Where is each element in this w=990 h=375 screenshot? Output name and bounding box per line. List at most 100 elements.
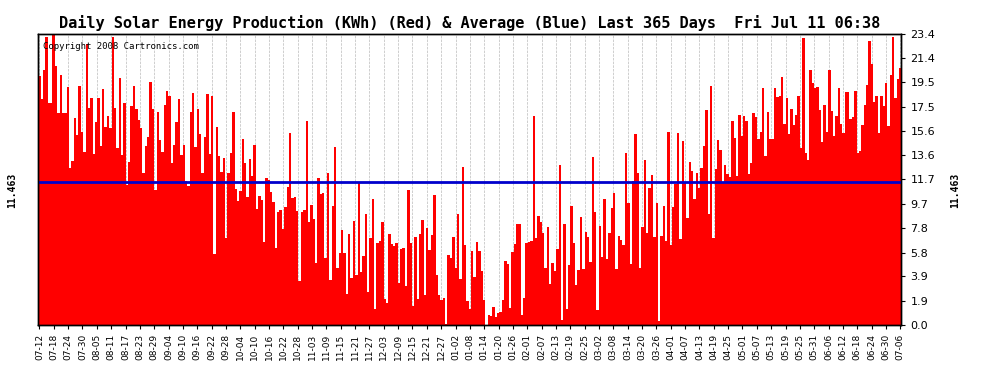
Bar [260, 200, 263, 325]
Bar [97, 98, 100, 325]
Bar [393, 246, 395, 325]
Bar [379, 241, 381, 325]
Bar [112, 37, 114, 325]
Bar [298, 281, 301, 325]
Bar [279, 210, 282, 325]
Bar [604, 199, 606, 325]
Bar [878, 133, 880, 325]
Bar [715, 169, 717, 325]
Text: 11.463: 11.463 [950, 173, 960, 208]
Bar [291, 198, 294, 325]
Bar [221, 171, 223, 325]
Bar [52, 36, 54, 325]
Bar [838, 88, 840, 325]
Bar [568, 265, 570, 325]
Bar [854, 91, 856, 325]
Bar [724, 165, 727, 325]
Bar [136, 109, 138, 325]
Bar [788, 134, 790, 325]
Bar [265, 178, 267, 325]
Bar [107, 116, 109, 325]
Bar [211, 96, 213, 325]
Bar [504, 261, 507, 325]
Bar [206, 94, 209, 325]
Bar [497, 314, 499, 325]
Bar [540, 222, 542, 325]
Bar [795, 116, 797, 325]
Bar [693, 199, 696, 325]
Bar [248, 159, 251, 325]
Bar [403, 248, 405, 325]
Bar [635, 134, 637, 325]
Bar [148, 137, 149, 325]
Bar [341, 230, 344, 325]
Bar [627, 202, 630, 325]
Bar [360, 272, 362, 325]
Bar [334, 147, 337, 325]
Bar [242, 140, 244, 325]
Bar [608, 232, 611, 325]
Bar [847, 92, 849, 325]
Bar [781, 77, 783, 325]
Bar [573, 243, 575, 325]
Bar [528, 242, 531, 325]
Bar [476, 242, 478, 325]
Bar [105, 127, 107, 325]
Bar [50, 103, 52, 325]
Bar [625, 153, 627, 325]
Bar [587, 237, 589, 325]
Bar [739, 115, 741, 325]
Bar [805, 153, 807, 325]
Bar [149, 82, 151, 325]
Bar [294, 197, 296, 325]
Bar [698, 188, 701, 325]
Bar [303, 210, 306, 325]
Bar [339, 253, 341, 325]
Bar [861, 125, 863, 325]
Bar [840, 124, 842, 325]
Bar [473, 278, 476, 325]
Bar [516, 224, 519, 325]
Bar [438, 295, 441, 325]
Bar [201, 173, 204, 325]
Bar [790, 109, 793, 325]
Bar [39, 75, 41, 325]
Bar [296, 211, 298, 325]
Bar [441, 300, 443, 325]
Bar [277, 212, 279, 325]
Bar [616, 269, 618, 325]
Bar [703, 146, 705, 325]
Bar [272, 202, 275, 325]
Bar [230, 153, 233, 325]
Bar [163, 105, 166, 325]
Bar [829, 70, 831, 325]
Bar [468, 309, 471, 325]
Bar [443, 298, 446, 325]
Bar [419, 234, 422, 325]
Bar [519, 224, 521, 325]
Bar [601, 257, 604, 325]
Bar [620, 240, 623, 325]
Bar [85, 44, 88, 325]
Bar [446, 324, 447, 325]
Bar [400, 249, 403, 325]
Bar [488, 315, 490, 325]
Bar [83, 152, 85, 325]
Bar [745, 121, 747, 325]
Bar [665, 242, 667, 325]
Bar [383, 298, 386, 325]
Bar [286, 187, 289, 325]
Bar [185, 181, 187, 325]
Bar [646, 233, 648, 325]
Bar [526, 243, 528, 325]
Bar [54, 66, 57, 325]
Bar [391, 244, 393, 325]
Bar [178, 99, 180, 325]
Bar [350, 278, 352, 325]
Bar [318, 178, 320, 325]
Bar [544, 268, 546, 325]
Bar [199, 134, 201, 325]
Bar [398, 283, 400, 325]
Bar [691, 171, 693, 325]
Bar [887, 126, 890, 325]
